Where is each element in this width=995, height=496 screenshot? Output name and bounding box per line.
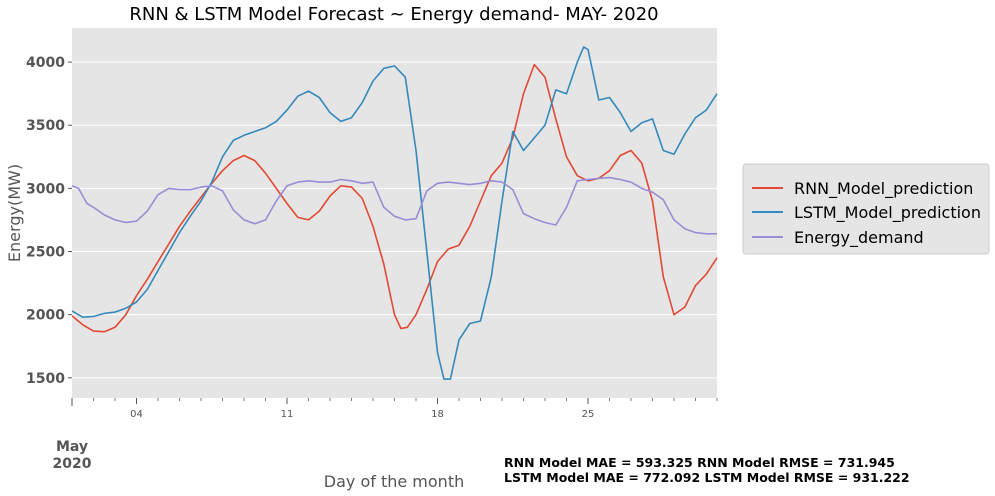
legend-label-lstm: LSTM_Model_prediction (794, 203, 981, 223)
rnn-metrics: RNN Model MAE = 593.325 RNN Model RMSE =… (504, 455, 895, 470)
x-tick-label: 25 (582, 409, 595, 420)
year-label: 2020 (53, 456, 92, 472)
x-tick-label: 11 (281, 409, 294, 420)
legend-box (742, 163, 990, 255)
series-lines (71, 46, 718, 380)
lstm-metrics: LSTM Model MAE = 772.092 LSTM Model RMSE… (504, 470, 910, 485)
y-tick-label: 2000 (26, 308, 65, 324)
x-ticks: 04 11 18 25 (71, 398, 718, 420)
plot-area (72, 28, 717, 398)
y-tick-label: 3500 (26, 118, 65, 134)
y-tick-label: 3000 (26, 181, 65, 197)
legend-label-rnn: RNN_Model_prediction (794, 179, 973, 199)
series-line-0 (71, 63, 718, 333)
y-ticks: 1500 2000 2500 3000 3500 4000 (26, 55, 72, 387)
x-axis-label: Day of the month (324, 472, 464, 491)
y-tick-label: 4000 (26, 55, 65, 71)
chart-title: RNN & LSTM Model Forecast ~ Energy deman… (129, 4, 658, 25)
y-tick-label: 1500 (26, 371, 65, 387)
series-line-1 (71, 46, 718, 380)
y-tick-label: 2500 (26, 245, 65, 261)
grid (72, 61, 717, 379)
x-tick-label: 04 (130, 409, 143, 420)
series-line-2 (71, 176, 717, 235)
x-tick-label: 18 (431, 409, 444, 420)
legend: RNN_Model_prediction LSTM_Model_predicti… (742, 163, 990, 255)
legend-label-demand: Energy_demand (794, 228, 924, 248)
month-label: May (56, 439, 88, 455)
y-axis-label: Energy(MW) (5, 164, 24, 262)
